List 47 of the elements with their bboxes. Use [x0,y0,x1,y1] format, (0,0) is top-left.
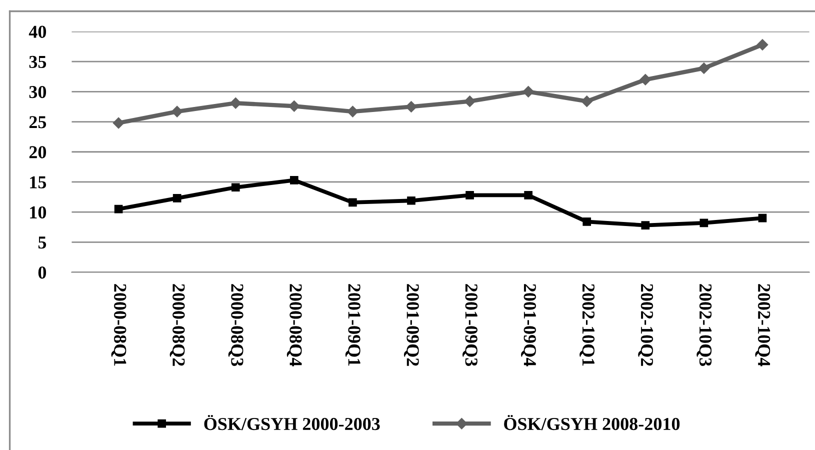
x-tick-label: 2000-08Q2 [170,284,185,366]
y-tick-label: 5 [38,236,46,249]
point [230,98,242,109]
point [172,194,182,202]
y-tick-label: 30 [29,86,46,98]
point [466,191,474,200]
point [171,106,183,118]
x-tick-label: 2000-08Q1 [111,284,126,366]
point [407,196,416,205]
x-tick-label: 2001-09Q4 [521,284,536,366]
point [288,100,300,112]
x-tick-label: 2002-10Q1 [580,284,595,366]
x-tick-label: 2000-08Q4 [286,284,302,366]
point [641,221,650,230]
y-tick-label: 35 [29,56,46,68]
x-tick-label: 2002-10Q2 [638,284,654,366]
y-tick-label: 10 [30,206,46,219]
point [406,101,417,112]
point [290,176,298,184]
point [758,214,767,222]
x-tick-label: 2000-08Q3 [228,284,244,366]
y-tick-label: 40 [28,26,46,38]
point [348,198,357,207]
point [114,204,123,214]
point [700,218,708,228]
x-tick-label: 2001-09Q3 [462,284,478,366]
y-tick-label: 0 [38,266,46,279]
x-tick-label: 2001-09Q1 [345,284,360,366]
y-tick-label: 25 [29,116,46,128]
point [522,86,534,98]
point [347,106,358,118]
point [640,74,651,86]
point [582,218,592,226]
x-tick-label: 2002-10Q4 [755,284,770,366]
x-tick-label: 2002-10Q3 [696,284,712,366]
point [698,62,710,74]
legend-label: ÖSK/GSYH 2000-2003 [204,414,380,430]
point [464,96,476,107]
point [231,183,240,192]
legend-label: ÖSK/GSYH 2008-2010 [504,414,680,430]
y-tick-label: 15 [30,176,46,188]
point [524,191,532,200]
point [112,117,124,129]
y-tick-label: 20 [29,146,46,158]
x-tick-label: 2001-09Q2 [404,284,419,366]
point [581,96,592,107]
point [756,39,768,50]
